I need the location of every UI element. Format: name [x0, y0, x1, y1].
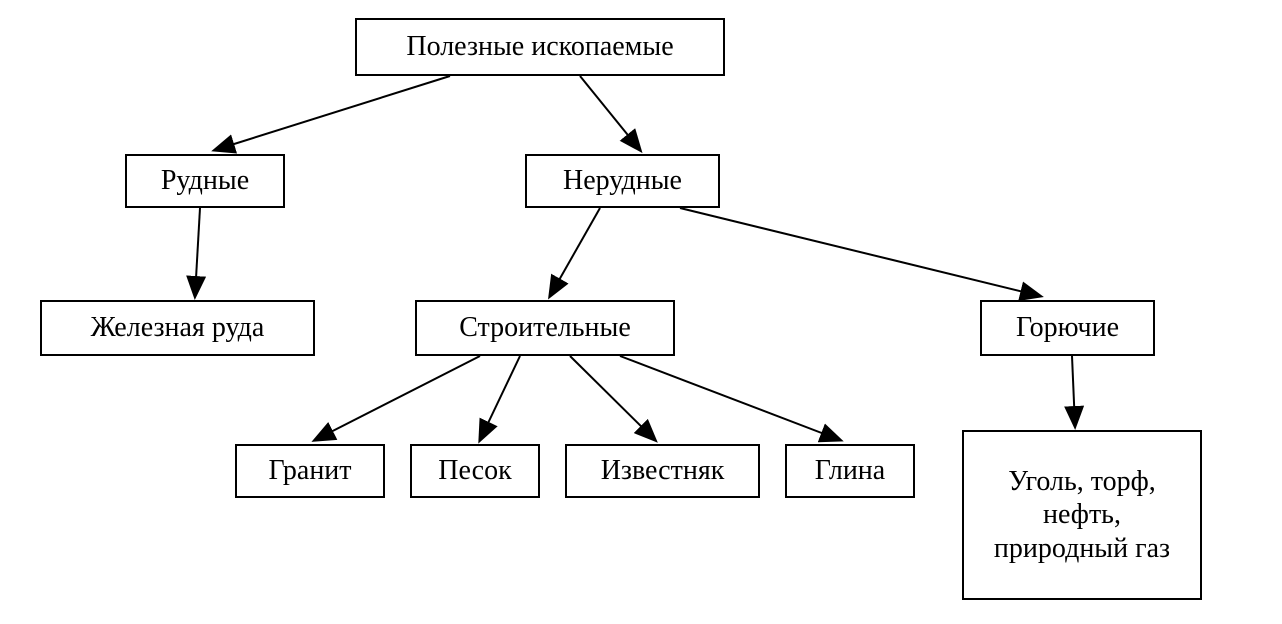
node-nerudnye: Нерудные — [525, 154, 720, 208]
node-pesok-label: Песок — [438, 454, 511, 488]
edge-stroitelnye-glina — [620, 356, 840, 440]
node-rudnye: Рудные — [125, 154, 285, 208]
node-izvestnyak: Известняк — [565, 444, 760, 498]
node-glina: Глина — [785, 444, 915, 498]
edge-stroitelnye-izvestnyak — [570, 356, 655, 440]
node-root: Полезные ископаемые — [355, 18, 725, 76]
node-pesok: Песок — [410, 444, 540, 498]
node-nerudnye-label: Нерудные — [563, 164, 682, 198]
edge-rudnye-zheleznaya — [195, 208, 200, 296]
edge-stroitelnye-pesok — [480, 356, 520, 440]
node-glina-label: Глина — [815, 454, 885, 488]
node-ugol: Уголь, торф, нефть, природный газ — [962, 430, 1202, 600]
edge-goryuchie-ugol — [1072, 356, 1075, 426]
edge-nerudnye-stroitelnye — [550, 208, 600, 296]
node-granit: Гранит — [235, 444, 385, 498]
node-root-label: Полезные ископаемые — [406, 30, 673, 64]
node-izvestnyak-label: Известняк — [601, 454, 725, 488]
edge-root-nerudnye — [580, 76, 640, 150]
edge-root-rudnye — [215, 76, 450, 150]
node-granit-label: Гранит — [268, 454, 351, 488]
node-goryuchie-label: Горючие — [1016, 311, 1119, 345]
edge-stroitelnye-granit — [315, 356, 480, 440]
node-ugol-label: Уголь, торф, нефть, природный газ — [978, 465, 1186, 566]
node-stroitelnye: Строительные — [415, 300, 675, 356]
node-rudnye-label: Рудные — [161, 164, 249, 198]
edge-nerudnye-goryuchie — [680, 208, 1040, 296]
node-stroitelnye-label: Строительные — [459, 311, 631, 345]
node-goryuchie: Горючие — [980, 300, 1155, 356]
node-zheleznaya: Железная руда — [40, 300, 315, 356]
node-zheleznaya-label: Железная руда — [91, 311, 265, 345]
